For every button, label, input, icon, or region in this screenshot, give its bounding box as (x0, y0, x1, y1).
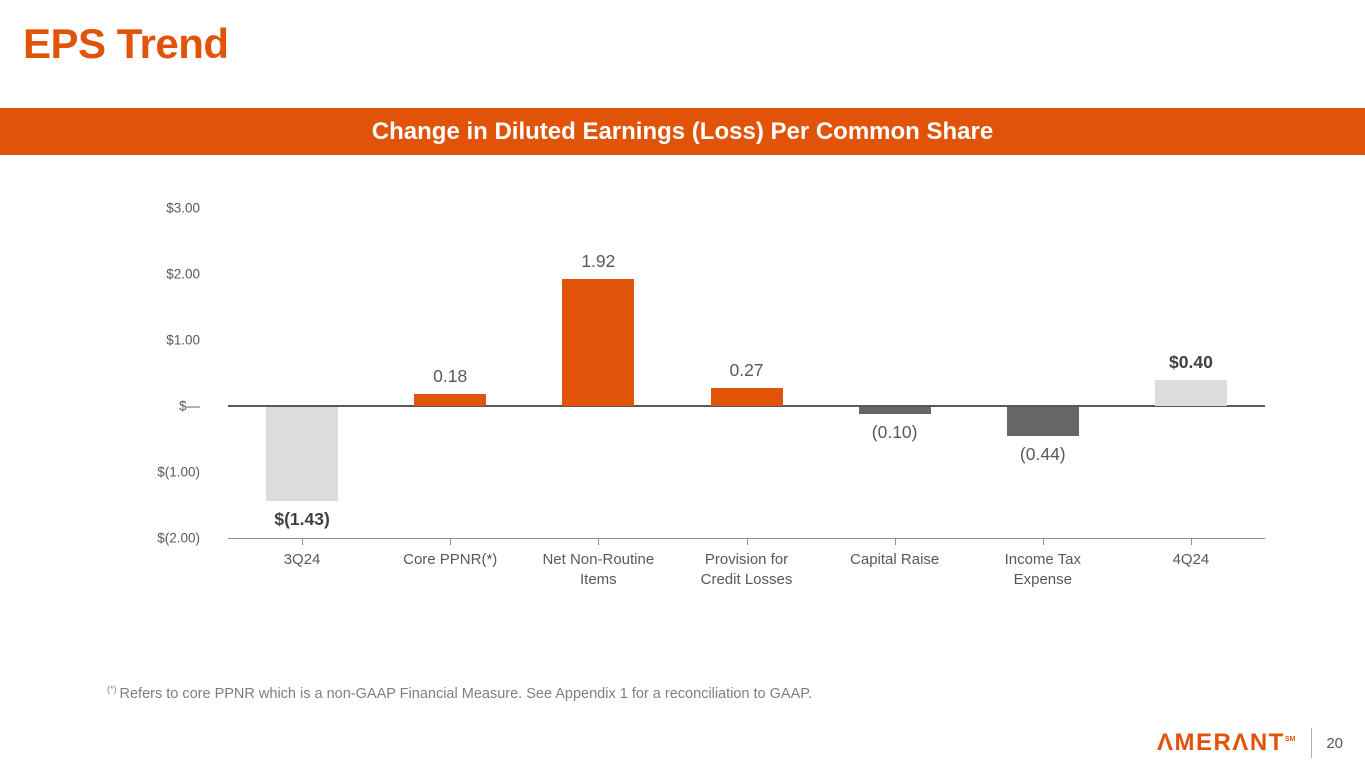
chart-title-banner: Change in Diluted Earnings (Loss) Per Co… (0, 108, 1365, 155)
amerant-logo: ΛMERΛNTSM (1156, 729, 1296, 756)
x-axis-tick (1042, 538, 1044, 545)
x-axis-category-label: Income Tax Expense (1004, 551, 1081, 588)
x-axis-category-label: Capital Raise (850, 551, 940, 568)
y-axis-tick-label: $1.00 (166, 332, 200, 348)
bar-value-label: (0.10) (871, 421, 918, 442)
y-axis-tick-label: $3.00 (166, 200, 200, 216)
bar-value-label: 1.92 (581, 251, 616, 272)
y-axis-tick-label: $— (178, 398, 200, 414)
bar-core-ppnr- (414, 394, 487, 406)
x-axis-tick (746, 538, 748, 545)
bar-value-label: $0.40 (1169, 351, 1213, 372)
x-axis-tick (598, 538, 600, 545)
footnote-marker: (*) (107, 684, 117, 694)
y-axis-tick-label: $(1.00) (157, 464, 200, 480)
x-axis-tick (302, 538, 304, 545)
bar-value-label: 0.27 (729, 360, 764, 381)
x-axis-category-label: Provision for Credit Losses (700, 551, 793, 588)
x-axis-category-label: Net Non-Routine Items (542, 551, 655, 588)
slide-footer: ΛMERΛNTSM 20 (1157, 728, 1343, 758)
footer-divider (1311, 728, 1313, 758)
y-axis-tick-label: $2.00 (166, 266, 200, 282)
x-axis-category-label: 4Q24 (1172, 551, 1210, 568)
bar-net-non-routine (562, 279, 635, 406)
y-axis-tick-label: $(2.00) (157, 530, 200, 546)
bar-value-label: 0.18 (433, 366, 468, 387)
bar-income-tax (1006, 407, 1079, 437)
bar-provision-for (710, 388, 783, 406)
x-axis-category-label: Core PPNR(*) (403, 551, 498, 568)
footnote: (*) Refers to core PPNR which is a non-GA… (107, 684, 812, 702)
bar-value-label: (0.44) (1019, 444, 1066, 465)
bar-value-label: $(1.43) (274, 509, 330, 530)
bar-capital-raise (858, 407, 931, 414)
footnote-text: Refers to core PPNR which is a non-GAAP … (119, 685, 813, 702)
x-axis-tick (1190, 538, 1192, 545)
x-axis-category-label: 3Q24 (283, 551, 321, 568)
bar-4q24 (1154, 379, 1227, 406)
x-axis-tick (450, 538, 452, 545)
logo-trademark: SM (1284, 736, 1296, 743)
page-title: EPS Trend (23, 20, 229, 67)
page-number: 20 (1326, 734, 1343, 752)
bar-3q24 (266, 407, 339, 502)
x-axis-tick (894, 538, 896, 545)
chart-title: Change in Diluted Earnings (Loss) Per Co… (371, 117, 994, 145)
